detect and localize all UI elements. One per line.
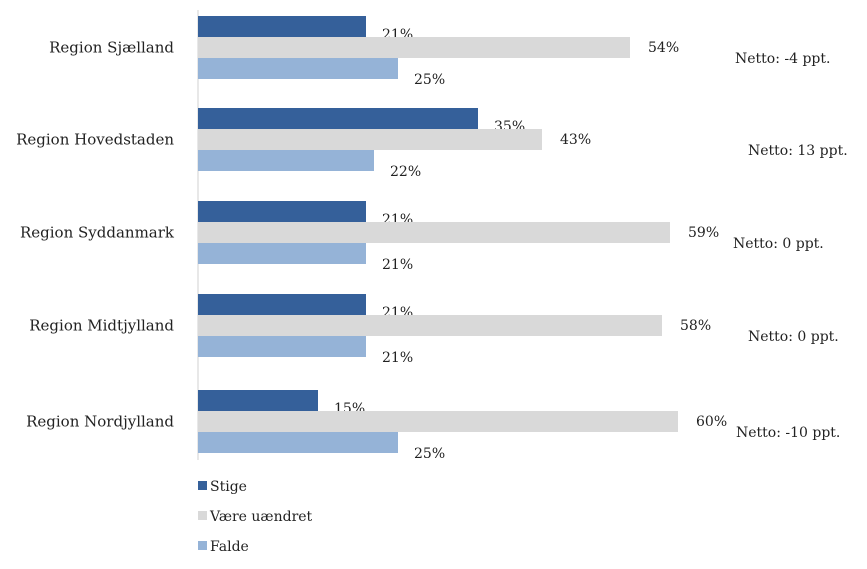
bar-stige: [198, 294, 366, 315]
bar-være-uændret: [198, 222, 670, 243]
data-label: 25%: [414, 72, 445, 88]
legend-label: Stige: [210, 479, 247, 495]
bar-være-uændret: [198, 411, 678, 432]
category-label: Region Sjælland: [49, 39, 174, 57]
bar-være-uændret: [198, 315, 662, 336]
bar-falde: [198, 58, 398, 79]
legend-label: Være uændret: [209, 509, 313, 525]
bar-falde: [198, 432, 398, 453]
bar-falde: [198, 243, 366, 264]
data-label: 21%: [382, 350, 413, 366]
bar-være-uændret: [198, 37, 630, 58]
data-label: 21%: [382, 257, 413, 273]
netto-label: Netto: 0 ppt.: [733, 236, 824, 252]
category-label: Region Midtjylland: [29, 317, 174, 335]
bar-falde: [198, 336, 366, 357]
category-label: Region Nordjylland: [26, 413, 174, 431]
bar-være-uændret: [198, 129, 542, 150]
data-label: 54%: [648, 40, 679, 56]
netto-label: Netto: -4 ppt.: [735, 51, 830, 67]
bar-stige: [198, 201, 366, 222]
bar-stige: [198, 108, 478, 129]
data-label: 60%: [696, 414, 727, 430]
data-label: 25%: [414, 446, 445, 462]
legend-swatch-stige: [198, 481, 207, 490]
category-label: Region Syddanmark: [20, 224, 175, 242]
data-label: 58%: [680, 318, 711, 334]
bar-stige: [198, 16, 366, 37]
bar-stige: [198, 390, 318, 411]
netto-label: Netto: 13 ppt.: [748, 143, 848, 159]
legend-swatch-være-uændret: [198, 511, 207, 520]
netto-label: Netto: -10 ppt.: [736, 425, 840, 441]
category-label: Region Hovedstaden: [16, 131, 174, 149]
data-label: 59%: [688, 225, 719, 241]
netto-label: Netto: 0 ppt.: [748, 329, 839, 345]
data-label: 22%: [390, 164, 421, 180]
legend-label: Falde: [210, 539, 249, 555]
data-label: 43%: [560, 132, 591, 148]
legend-swatch-falde: [198, 541, 207, 550]
bar-falde: [198, 150, 374, 171]
